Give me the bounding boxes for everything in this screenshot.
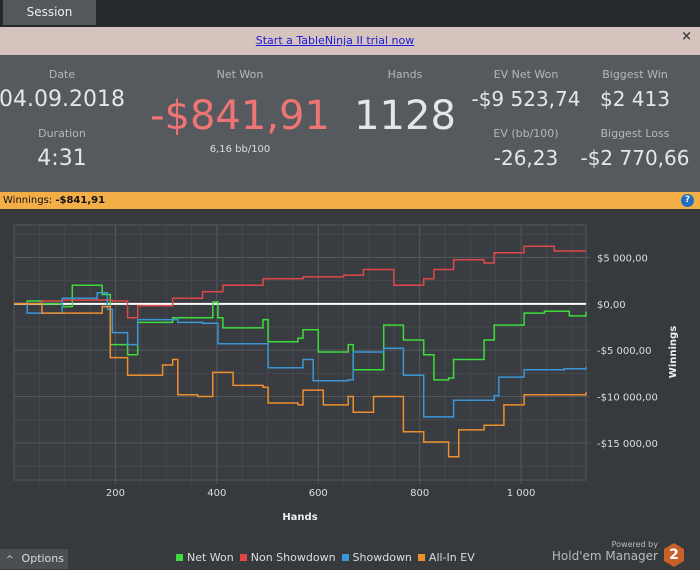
promo-banner: Start a TableNinja II trial now ×	[0, 27, 700, 55]
duration-value: 4:31	[37, 146, 87, 171]
x-axis-title: Hands	[282, 512, 317, 523]
x-tick-label: 200	[106, 488, 125, 499]
x-tick-label: 800	[410, 488, 429, 499]
y-tick-label: $0,00	[597, 300, 626, 311]
tab-bar: Session Summary	[0, 0, 700, 44]
legend-item[interactable]: Non Showdown	[239, 551, 336, 564]
winnings-value: -$841,91	[55, 195, 106, 206]
date-label: Date	[48, 68, 76, 81]
ev-bb100-label: EV (bb/100)	[493, 127, 559, 140]
y-tick-label: $5 000,00	[597, 253, 648, 264]
y-axis-title: Winnings	[668, 326, 679, 378]
series-net-won	[14, 284, 587, 381]
ev-net-won-label: EV Net Won	[493, 68, 559, 81]
legend-swatch	[176, 554, 183, 561]
biggest-loss-value: -$2 770,66	[580, 146, 690, 170]
winnings-bar: Winnings: -$841,91 ?	[0, 192, 700, 209]
biggest-win-label: Biggest Win	[602, 68, 668, 81]
stats-panel: Date 04.09.2018 Duration 4:31 Net Won -$…	[0, 55, 700, 192]
legend-item[interactable]: Net Won	[176, 551, 234, 564]
options-label: Options	[21, 552, 64, 565]
winnings-chart: 200 400 600 800 1 000 $5 000,00 $0,00 -$5 000,0…	[13, 224, 679, 523]
y-tick-label: -$15 000,00	[597, 439, 658, 450]
y-tick-label: -$5 000,00	[597, 346, 652, 357]
hm2-logo-icon: 2	[664, 543, 684, 567]
hands-label: Hands	[387, 68, 423, 81]
legend-label: All-In EV	[428, 551, 475, 564]
x-tick-label: 600	[309, 488, 328, 499]
netwon-bb100: 6,16 bb/100	[209, 144, 271, 155]
legend-swatch	[239, 554, 247, 561]
biggest-win-value: $2 413	[600, 87, 670, 111]
winnings-label: Winnings:	[3, 195, 53, 206]
legend-item[interactable]: All-In EV	[417, 551, 475, 564]
ev-net-won-value: -$9 523,74	[471, 87, 581, 111]
biggest-loss-label: Biggest Loss	[600, 127, 670, 140]
series-all-in-ev	[14, 303, 587, 458]
legend-swatch	[341, 554, 349, 561]
hands-value: 1128	[354, 93, 456, 139]
legend-label: Net Won	[187, 551, 234, 564]
powered-by: Powered by	[611, 540, 658, 549]
options-button[interactable]: ^ Options	[0, 549, 68, 569]
date-value: 04.09.2018	[0, 87, 125, 112]
legend-item[interactable]: Showdown	[341, 551, 412, 564]
brand: Powered by Hold'em Manager	[552, 540, 658, 563]
brand-name: Hold'em Manager	[551, 549, 658, 563]
legend-label: Showdown	[352, 551, 412, 564]
tab-session-summary[interactable]: Session Summary	[3, 0, 96, 44]
series-non-showdown	[14, 245, 586, 319]
chart-legend: Net Won Non Showdown Showdown All-In EV	[176, 551, 475, 564]
plot-area	[13, 224, 587, 481]
netwon-label: Net Won	[216, 68, 264, 81]
series-showdown	[14, 291, 587, 418]
netwon-value: -$841,91	[150, 93, 330, 139]
legend-label: Non Showdown	[250, 551, 336, 564]
help-icon[interactable]: ?	[681, 194, 694, 207]
close-icon[interactable]: ×	[681, 29, 692, 44]
ev-bb100-value: -26,23	[493, 146, 559, 170]
x-tick-label: 400	[207, 488, 226, 499]
chevron-up-icon: ^	[6, 555, 14, 565]
legend-swatch	[417, 554, 425, 561]
y-tick-label: -$10 000,00	[597, 393, 658, 404]
x-tick-label: 1 000	[507, 488, 536, 499]
tableninja-trial-link[interactable]: Start a TableNinja II trial now	[255, 34, 415, 47]
duration-label: Duration	[38, 127, 86, 140]
